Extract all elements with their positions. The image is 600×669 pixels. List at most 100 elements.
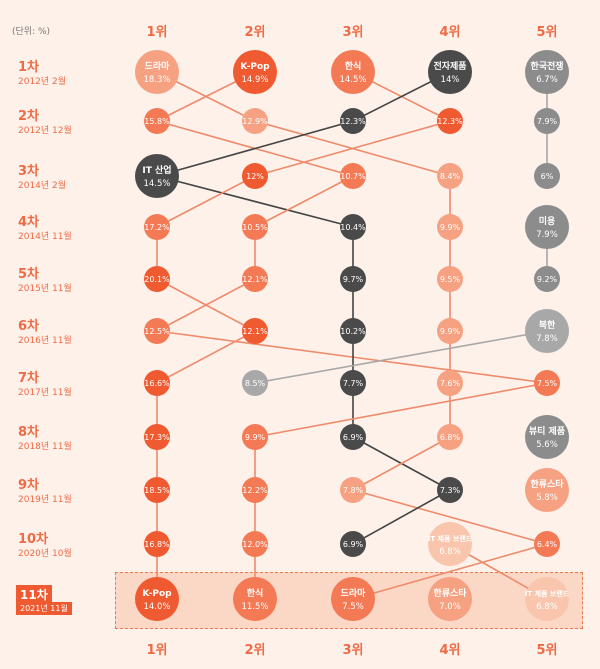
connector-line [156,175,256,228]
item-bubble [437,108,463,134]
item-bubble [242,266,268,292]
row-title: 2차 [18,109,40,124]
row-title: 8차 [18,425,40,440]
item-value: 12% [246,172,264,181]
item-bubble-named [525,309,569,353]
item-value: 9.9% [245,433,266,442]
row-date: 2012년 2월 [18,77,67,87]
item-bubble-named [525,50,569,94]
rank-header-bottom: 1위 [146,643,168,658]
row-title: 4차 [18,215,40,230]
row-date: 2020년 10월 [18,549,72,559]
item-value: 7.5% [342,602,364,612]
item-value: 12.3% [437,117,463,126]
item-bubble [437,163,463,189]
item-value: 6.8% [440,433,461,442]
connector-line [254,382,548,438]
item-bubble [144,531,170,557]
item-bubble [242,370,268,396]
item-name: IT 제품 브랜드 [525,589,570,598]
item-name: 한식 [345,60,362,72]
item-value: 6.8% [439,547,461,557]
item-value: 7.7% [343,379,364,388]
item-bubble [242,424,268,450]
item-bubble [144,370,170,396]
item-bubble [340,266,366,292]
item-value: 8.4% [440,172,461,181]
item-value: 9.9% [440,223,461,232]
rank-header-bottom: 3위 [342,643,364,658]
item-value: 6.8% [536,602,558,612]
item-value: 12.0% [242,540,268,549]
item-name: 한류스타 [530,478,564,490]
item-bubble [437,318,463,344]
row-date: 2019년 11월 [18,495,72,505]
connector-line [156,278,256,332]
item-bubble [144,266,170,292]
row-date: 2018년 11월 [18,442,72,452]
item-value: 15.8% [144,117,170,126]
item-name: IT 산업 [142,164,171,176]
item-value: 10.7% [340,172,366,181]
row-title: 9차 [18,478,40,493]
item-bubble [340,531,366,557]
item-value: 16.8% [144,540,170,549]
row-date: 2016년 11월 [18,336,72,346]
item-value: 17.2% [144,223,170,232]
item-bubble [242,318,268,344]
connector-line [156,330,548,384]
item-value: 6.9% [343,433,364,442]
rank-header-bottom: 4위 [439,643,461,658]
item-value: 6.7% [536,75,558,85]
row-date: 2015년 11월 [18,284,72,294]
item-value: 5.6% [536,440,558,450]
item-value: 6% [541,172,554,181]
item-value: 12.1% [242,327,268,336]
item-bubble [242,214,268,240]
item-bubble [534,266,560,292]
item-bubble [340,214,366,240]
rank-header-top: 5위 [536,25,558,40]
item-value: 7.3% [440,486,461,495]
item-value: 20.1% [144,275,170,284]
item-bubble [242,163,268,189]
item-bubble-named [525,205,569,249]
item-bubble [242,531,268,557]
rank-header-top: 3위 [342,25,364,40]
item-value: 12.1% [242,275,268,284]
item-value: 6.9% [343,540,364,549]
item-bubble [340,108,366,134]
item-value: 10.4% [340,223,366,232]
item-name: IT 제품 브랜드 [428,534,473,543]
item-value: 7.8% [536,334,558,344]
item-bubble [437,477,463,503]
item-value: 12.5% [144,327,170,336]
item-bubble-named [331,50,375,94]
item-bubble [534,108,560,134]
item-name: 한류스타 [433,587,467,599]
item-value: 7.5% [537,379,558,388]
item-bubble [144,424,170,450]
item-value: 10.2% [340,327,366,336]
item-value: 6.4% [537,540,558,549]
item-bubble [340,424,366,450]
item-value: 9.9% [440,327,461,336]
item-bubble [144,477,170,503]
row-title: 5차 [18,267,40,282]
item-bubble [534,531,560,557]
row-title: 11차 [16,585,52,604]
item-bubble-named [525,415,569,459]
item-bubble [437,370,463,396]
item-bubble-named [428,50,472,94]
item-bubble [534,370,560,396]
item-name: 한식 [247,587,264,599]
item-value: 14.9% [241,75,268,85]
item-name: 전자제품 [433,60,466,72]
item-bubble-named [428,577,472,621]
item-bubble [340,477,366,503]
rank-header-bottom: 2위 [244,643,266,658]
rank-header-bottom: 5위 [536,643,558,658]
item-bubble-named [233,50,277,94]
item-value: 12.3% [340,117,366,126]
